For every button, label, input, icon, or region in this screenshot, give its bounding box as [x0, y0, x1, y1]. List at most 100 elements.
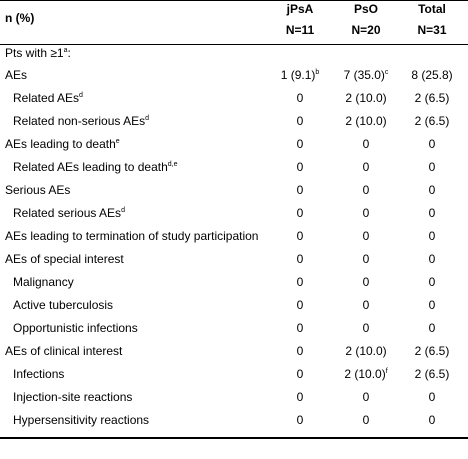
cell: 0 [392, 413, 468, 427]
cell: 0 [326, 160, 406, 174]
column-n-text: N=11 [285, 23, 315, 37]
cell: 0 [260, 114, 340, 128]
row-label-text: AEs [5, 68, 28, 82]
superscript: c [384, 69, 389, 76]
cell-text: 0 [428, 252, 436, 266]
cell: 2 (6.5) [392, 114, 468, 128]
cell-text: 0 [362, 229, 370, 243]
cell-text: 0 [362, 206, 370, 220]
cell-text: 0 [296, 298, 304, 312]
row-label: AEs of clinical interest [5, 344, 122, 358]
superscript: b [315, 69, 320, 76]
cell-text: 2 (10.0) [345, 344, 387, 358]
cell: 0 [260, 183, 340, 197]
cell: 0 [392, 390, 468, 404]
cell: 0 [392, 252, 468, 266]
cell: 2 (6.5) [392, 91, 468, 105]
column-name: Total [418, 2, 446, 16]
row-label-text: Active tuberculosis [13, 298, 114, 312]
cell-text: 0 [428, 137, 436, 151]
column-n-text: N=20 [351, 23, 381, 37]
superscript: a [63, 47, 68, 54]
cell-text: 0 [296, 390, 304, 404]
cell-text: 0 [296, 183, 304, 197]
column-n: N=11 [260, 23, 340, 37]
row-label: AEs [5, 68, 27, 82]
row-label: Related AEs leading to deathd,e [13, 160, 178, 174]
cell: 0 [326, 275, 406, 289]
column-header: Total [392, 2, 468, 16]
cell: 1 (9.1)b [260, 68, 340, 82]
column-n: N=31 [392, 23, 468, 37]
cell: 0 [392, 321, 468, 335]
row-label-text: Related non-serious AEs [13, 114, 146, 128]
column-name: PsO [353, 2, 378, 16]
cell: 0 [326, 321, 406, 335]
cell-text: 0 [428, 390, 436, 404]
superscript: d [79, 92, 83, 99]
cell: 0 [326, 137, 406, 151]
cell: 2 (10.0) [326, 114, 406, 128]
row-label: Malignancy [13, 275, 74, 289]
section-text-tail: : [67, 46, 71, 60]
column-n: N=20 [326, 23, 406, 37]
cell: 0 [392, 229, 468, 243]
cell-text: 2 (6.5) [414, 344, 450, 358]
cell-text: 0 [296, 252, 304, 266]
cell: 7 (35.0)c [326, 68, 406, 82]
row-label-text: Infections [13, 367, 65, 381]
row-label-text: Hypersensitivity reactions [13, 413, 150, 427]
cell-text: 0 [362, 160, 370, 174]
row-label: Hypersensitivity reactions [13, 413, 149, 427]
header-label-text: n (%) [5, 11, 35, 25]
section-label: Pts with ≥1a: [5, 46, 71, 60]
cell-text: 0 [296, 367, 304, 381]
cell-text: 0 [296, 413, 304, 427]
row-label: Opportunistic infections [13, 321, 138, 335]
row-label-text: Malignancy [13, 275, 74, 289]
cell: 0 [260, 137, 340, 151]
cell: 0 [326, 229, 406, 243]
cell: 0 [260, 206, 340, 220]
cell: 2 (6.5) [392, 344, 468, 358]
cell-text: 0 [362, 275, 370, 289]
cell-text: 0 [362, 413, 370, 427]
cell-text: 2 (6.5) [414, 91, 450, 105]
superscript: e [115, 138, 120, 145]
cell-text: 2 (6.5) [414, 114, 450, 128]
cell: 8 (25.8) [392, 68, 468, 82]
row-label: AEs leading to deathe [5, 137, 120, 151]
cell: 0 [260, 298, 340, 312]
cell: 0 [326, 390, 406, 404]
cell-text: 2 (10.0) [344, 367, 386, 381]
superscript: d [145, 115, 149, 122]
row-label-text: Related AEs leading to death [13, 160, 168, 174]
cell-text: 2 (6.5) [414, 367, 450, 381]
row-label-text: Related serious AEs [13, 206, 122, 220]
row-label: AEs of special interest [5, 252, 124, 266]
cell-text: 0 [362, 390, 370, 404]
header-label: n (%) [5, 11, 34, 25]
cell-text: 0 [428, 183, 436, 197]
row-label-text: Opportunistic infections [13, 321, 138, 335]
cell-text: 0 [362, 321, 370, 335]
cell-text: 0 [428, 298, 436, 312]
cell-text: 0 [362, 252, 370, 266]
cell-text: 0 [296, 321, 304, 335]
cell: 0 [260, 390, 340, 404]
cell: 0 [326, 298, 406, 312]
cell: 0 [260, 275, 340, 289]
column-n-text: N=31 [417, 23, 447, 37]
row-label-text: AEs leading to death [5, 137, 116, 151]
superscript: d,e [167, 161, 178, 168]
cell: 0 [326, 413, 406, 427]
cell-text: 0 [296, 275, 304, 289]
row-label: Related serious AEsd [13, 206, 125, 220]
column-header: PsO [326, 2, 406, 16]
cell-text: 8 (25.8) [411, 68, 453, 82]
cell: 0 [392, 137, 468, 151]
cell-text: 0 [428, 160, 436, 174]
cell: 0 [392, 183, 468, 197]
cell-text: 0 [428, 206, 436, 220]
cell: 2 (6.5) [392, 367, 468, 381]
